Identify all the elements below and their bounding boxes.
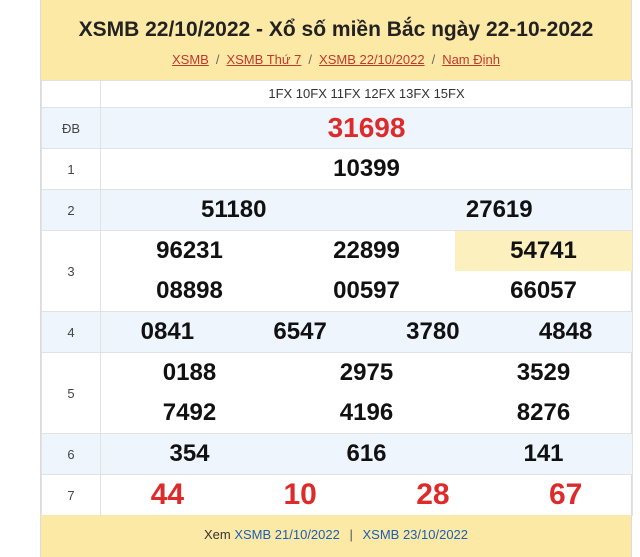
prize-number-highlighted: 54741 <box>455 231 632 271</box>
breadcrumb: XSMB / XSMB Thứ 7 / XSMB 22/10/2022 / Nam Định <box>41 52 631 67</box>
prize-row-5: 5 0188 2975 3529 7492 4196 8276 <box>41 352 633 434</box>
prize-label: 1 <box>41 148 101 190</box>
prize-label: 7 <box>41 474 101 516</box>
previous-day-link[interactable]: XSMB 21/10/2022 <box>234 527 340 542</box>
prize-number: 3529 <box>516 359 571 386</box>
special-prize-number: 31698 <box>327 112 406 143</box>
prize-number: 141 <box>523 440 564 467</box>
prize-number: 3780 <box>406 318 460 345</box>
prize-number: 66057 <box>510 277 577 304</box>
prize-number: 4196 <box>339 399 394 426</box>
prize-label: 2 <box>41 189 101 231</box>
prize-label: 3 <box>41 230 101 312</box>
prize-number: 08898 <box>156 277 223 304</box>
prize-number: 00597 <box>333 277 400 304</box>
prize-number: 354 <box>169 440 210 467</box>
prize-number: 0188 <box>162 359 217 386</box>
prize-number: 6547 <box>273 318 327 345</box>
prize-number: 616 <box>346 440 387 467</box>
breadcrumb-nam-dinh[interactable]: Nam Định <box>442 52 500 67</box>
prize-label: 5 <box>41 352 101 434</box>
prize-number: 67 <box>548 478 583 511</box>
prize-label: 6 <box>41 433 101 475</box>
breadcrumb-xsmb[interactable]: XSMB <box>172 52 209 67</box>
prize-row-1: 1 10399 <box>41 148 633 190</box>
prize-number: 4848 <box>538 318 593 345</box>
footer-prefix: Xem <box>203 527 231 542</box>
prize-label: 4 <box>41 311 101 353</box>
prize-number: 2975 <box>339 359 394 386</box>
prize-number: 44 <box>150 478 185 511</box>
prize-number: 10399 <box>333 155 400 182</box>
results-header: XSMB 22/10/2022 - Xổ số miền Bắc ngày 22… <box>41 0 631 80</box>
prize-row-7: 7 44 10 28 67 <box>41 474 633 516</box>
prize-row-4: 4 0841 6547 3780 4848 <box>41 311 633 353</box>
breadcrumb-xsmb-date[interactable]: XSMB 22/10/2022 <box>319 52 425 67</box>
breadcrumb-separator: / <box>215 52 220 67</box>
prize-number: 8276 <box>516 399 571 426</box>
prize-number: 28 <box>416 478 450 511</box>
codes-row: 1FX 10FX 11FX 12FX 13FX 15FX <box>41 80 633 108</box>
prize-number: 51180 <box>201 196 267 223</box>
prize-row-3: 3 96231 22899 54741 08898 00597 66057 <box>41 230 633 312</box>
breadcrumb-xsmb-thu7[interactable]: XSMB Thứ 7 <box>226 52 302 67</box>
prize-number: 22899 <box>333 237 400 264</box>
prize-row-db: ĐB 31698 <box>41 107 633 149</box>
footer-divider: | <box>349 527 353 542</box>
results-table: 1FX 10FX 11FX 12FX 13FX 15FX ĐB 31698 1 … <box>41 80 633 516</box>
next-day-link[interactable]: XSMB 23/10/2022 <box>362 527 469 542</box>
prize-number: 96231 <box>156 237 223 264</box>
prize-label: ĐB <box>41 107 101 149</box>
prize-number: 10 <box>283 478 317 511</box>
results-footer: Xem XSMB 21/10/2022 | XSMB 23/10/2022 <box>41 515 631 557</box>
breadcrumb-separator: / <box>431 52 436 67</box>
prize-number: 27619 <box>465 196 533 223</box>
prize-row-2: 2 51180 27619 <box>41 189 633 231</box>
prize-row-6: 6 354 616 141 <box>41 433 633 475</box>
page-title: XSMB 22/10/2022 - Xổ số miền Bắc ngày 22… <box>78 18 594 41</box>
results-panel: XSMB 22/10/2022 - Xổ số miền Bắc ngày 22… <box>40 0 633 557</box>
prize-number: 0841 <box>140 318 195 345</box>
draw-codes: 1FX 10FX 11FX 12FX 13FX 15FX <box>268 86 465 101</box>
prize-number: 7492 <box>162 399 217 426</box>
breadcrumb-separator: / <box>308 52 313 67</box>
